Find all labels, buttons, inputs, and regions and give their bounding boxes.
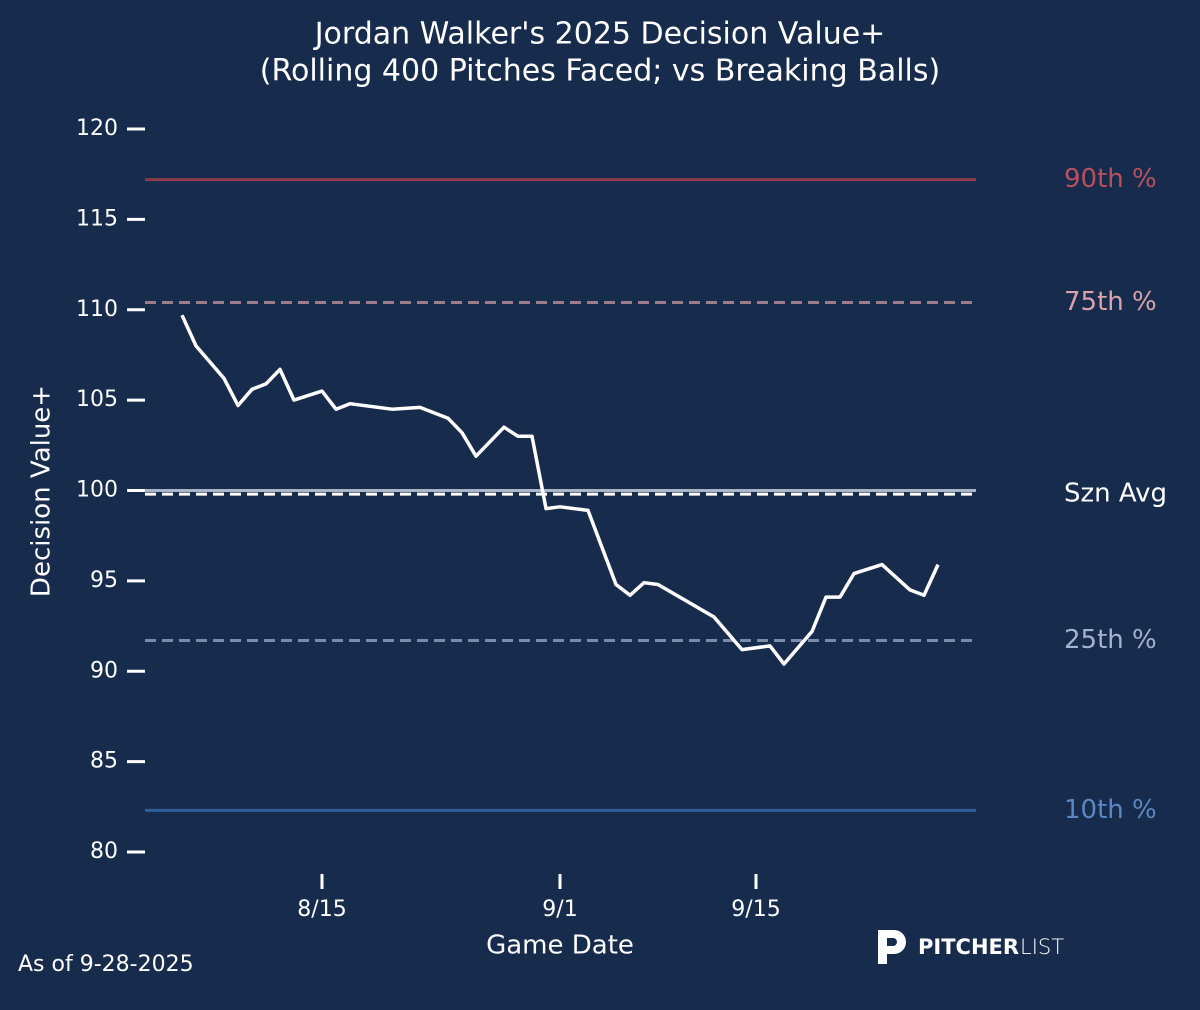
data-line bbox=[180, 314, 940, 666]
brand-logo: PITCHER LIST bbox=[878, 930, 1064, 964]
y-tick-label: 120 bbox=[76, 116, 118, 141]
brand-light: LIST bbox=[1020, 935, 1064, 959]
y-tick-label: 90 bbox=[90, 658, 118, 683]
chart-subtitle: (Rolling 400 Pitches Faced; vs Breaking … bbox=[260, 54, 940, 89]
y-tick-label: 110 bbox=[76, 297, 118, 322]
x-tick-label: 9/1 bbox=[542, 897, 577, 922]
x-axis-label: Game Date bbox=[486, 931, 634, 961]
y-tick-label: 115 bbox=[76, 206, 118, 231]
brand-bold: PITCHER bbox=[918, 935, 1019, 959]
chart-title: Jordan Walker's 2025 Decision Value+ bbox=[313, 17, 886, 52]
reference-label: 75th % bbox=[1064, 287, 1157, 317]
reference-label: 10th % bbox=[1064, 795, 1157, 825]
reference-label: 25th % bbox=[1064, 625, 1157, 655]
y-tick-label: 85 bbox=[90, 749, 118, 774]
y-tick-label: 105 bbox=[76, 387, 118, 412]
x-tick-label: 9/15 bbox=[731, 897, 780, 922]
x-tick-label: 8/15 bbox=[297, 897, 346, 922]
reference-label: 90th % bbox=[1064, 164, 1157, 194]
reference-label: Szn Avg bbox=[1064, 479, 1167, 509]
footnote: As of 9-28-2025 bbox=[18, 952, 194, 977]
y-tick-label: 100 bbox=[76, 478, 118, 503]
y-axis-label: Decision Value+ bbox=[27, 385, 57, 597]
logo-icon bbox=[878, 930, 906, 964]
y-tick-label: 80 bbox=[90, 839, 118, 864]
y-tick-label: 95 bbox=[90, 568, 118, 593]
